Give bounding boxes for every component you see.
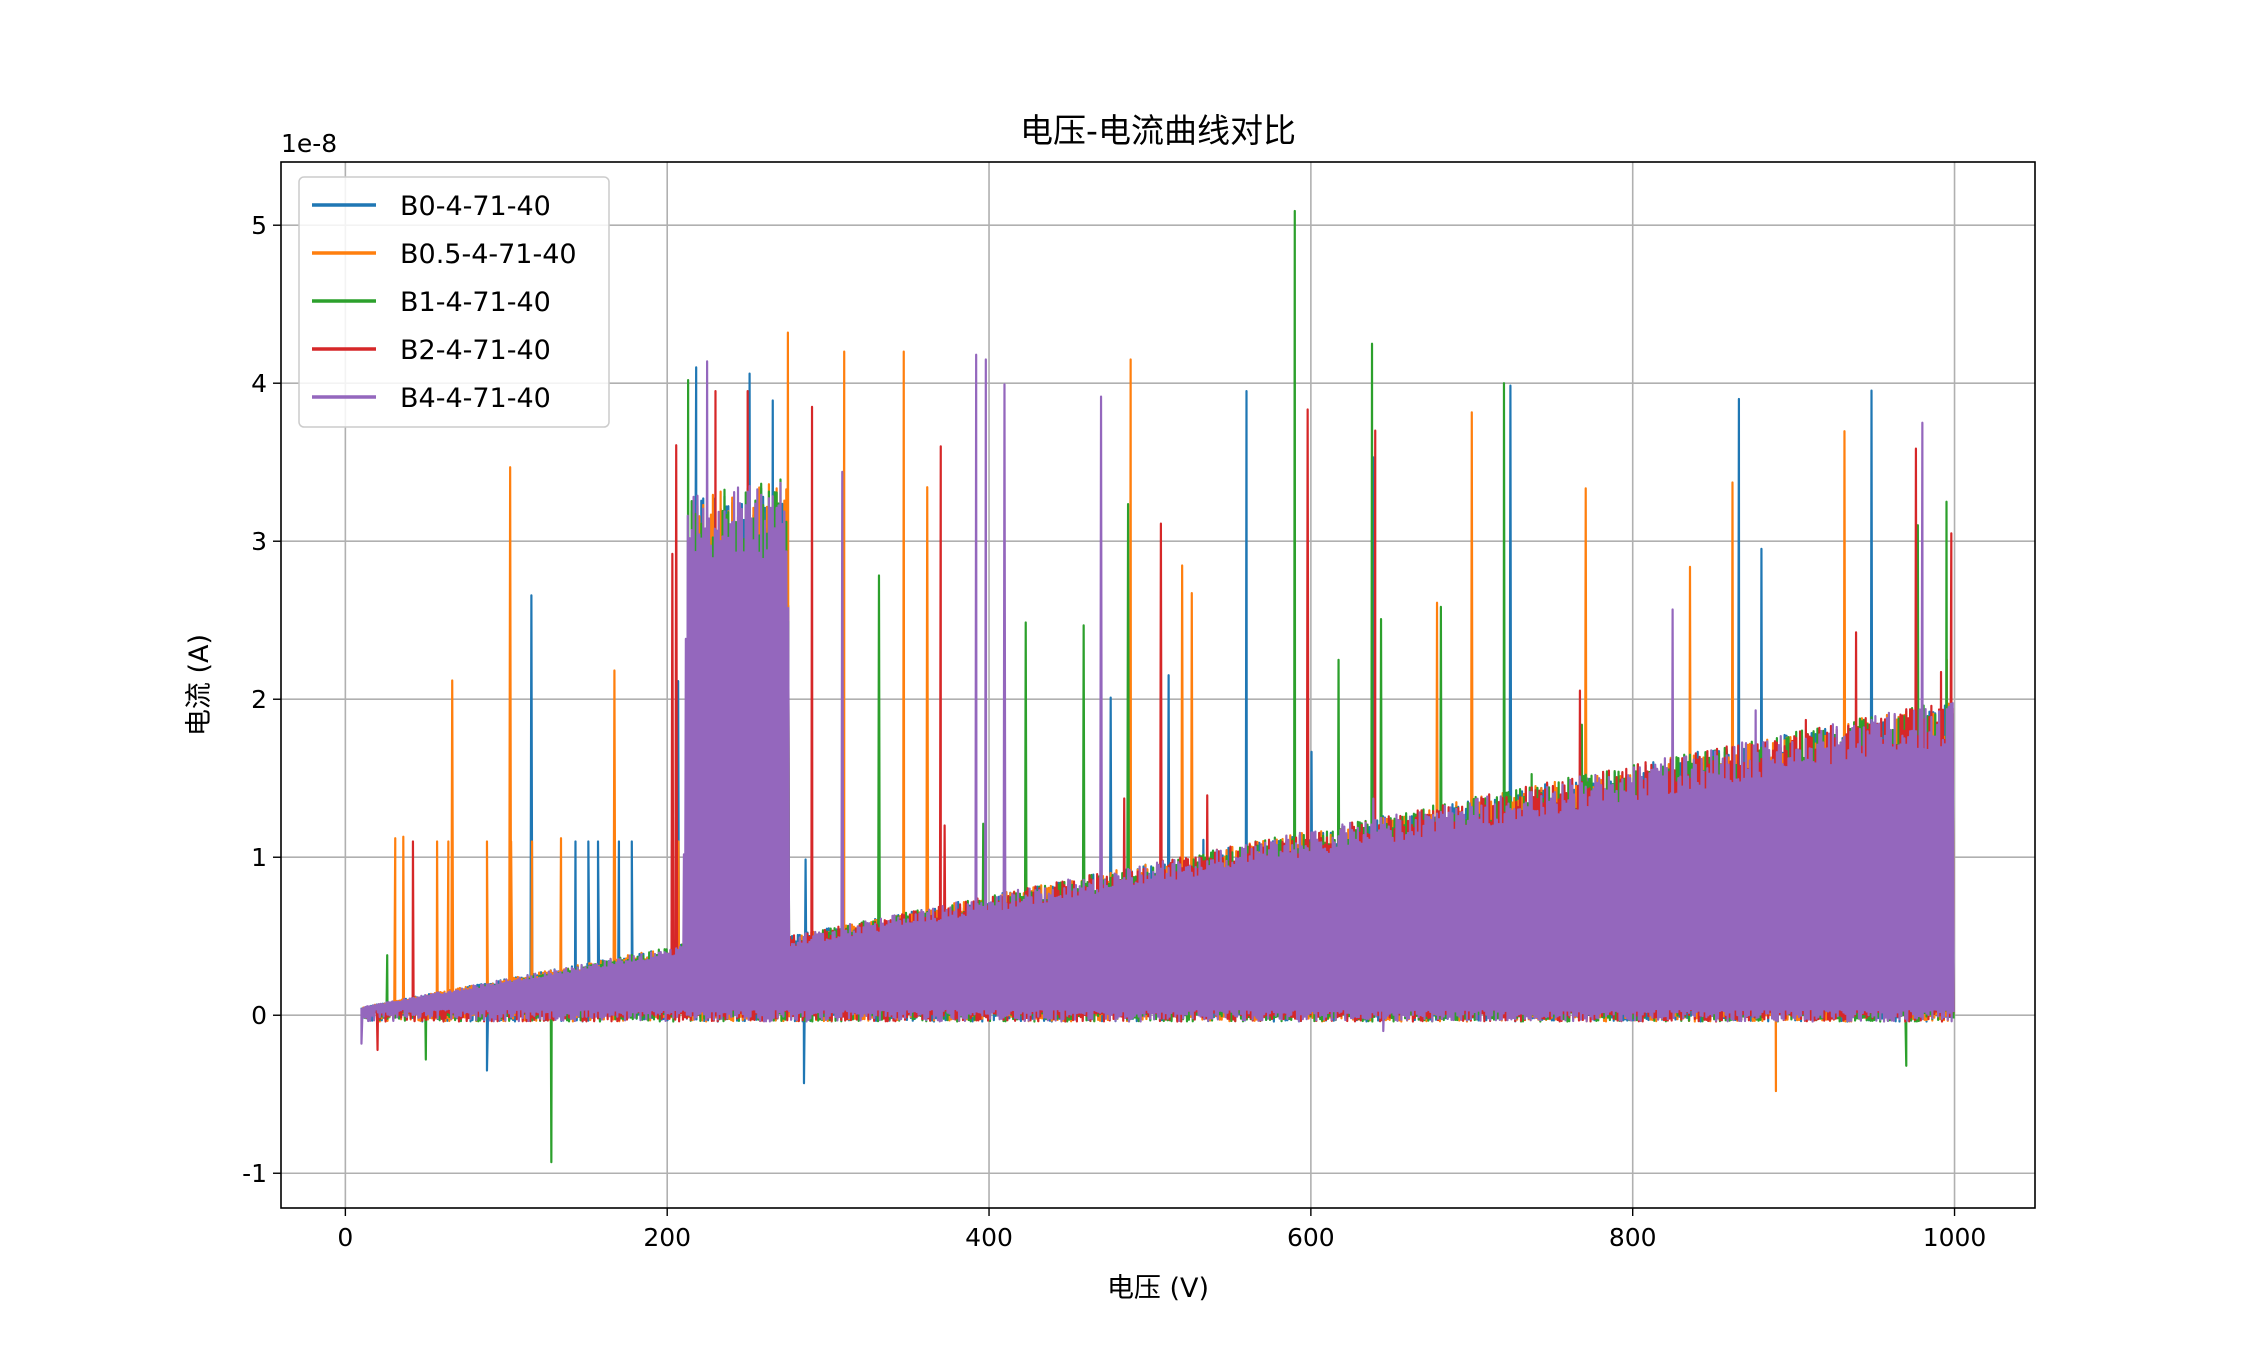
y-tick-label: 4 [251, 369, 267, 398]
legend-item[interactable]: B0-4-71-40 [312, 191, 551, 222]
chart-title: 电压-电流曲线对比 [1020, 111, 1296, 150]
ticks: 0 200 400 600 800 1000 -1 0 1 2 3 4 5 [242, 211, 1986, 1252]
legend-label: B1-4-71-40 [400, 287, 551, 318]
legend-label: B0-4-71-40 [400, 191, 551, 222]
x-axis-title: 电压 (V) [1107, 1273, 1209, 1304]
legend-item[interactable]: B4-4-71-40 [312, 383, 551, 414]
y-tick-label: -1 [242, 1159, 267, 1188]
series-line-4 [360, 353, 1955, 1045]
x-tick-label: 1000 [1923, 1223, 1987, 1252]
y-tick-label: 3 [251, 527, 267, 556]
y-tick-label: 5 [251, 211, 267, 240]
y-tick-label: 1 [251, 843, 267, 872]
y-tick-label: 2 [251, 685, 267, 714]
y-axis-title: 电流 (A) [184, 634, 215, 736]
x-tick-label: 0 [337, 1223, 353, 1252]
legend[interactable]: B0-4-71-40 B0.5-4-71-40 B1-4-71-40 B2-4-71-… [298, 176, 610, 428]
legend-label: B0.5-4-71-40 [400, 239, 577, 270]
plot-frame [280, 161, 2036, 1209]
y-offset-label: 1e-8 [281, 129, 337, 158]
legend-item[interactable]: B0.5-4-71-40 [312, 239, 577, 270]
legend-label: B4-4-71-40 [400, 383, 551, 414]
x-tick-label: 800 [1609, 1223, 1657, 1252]
legend-item[interactable]: B2-4-71-40 [312, 335, 551, 366]
legend-item[interactable]: B1-4-71-40 [312, 287, 551, 318]
legend-label: B2-4-71-40 [400, 335, 551, 366]
series-group [360, 209, 1955, 1164]
y-tick-label: 0 [251, 1001, 267, 1030]
legend-box [298, 176, 610, 428]
x-tick-label: 200 [643, 1223, 691, 1252]
x-tick-label: 600 [1287, 1223, 1335, 1252]
x-tick-label: 400 [965, 1223, 1013, 1252]
